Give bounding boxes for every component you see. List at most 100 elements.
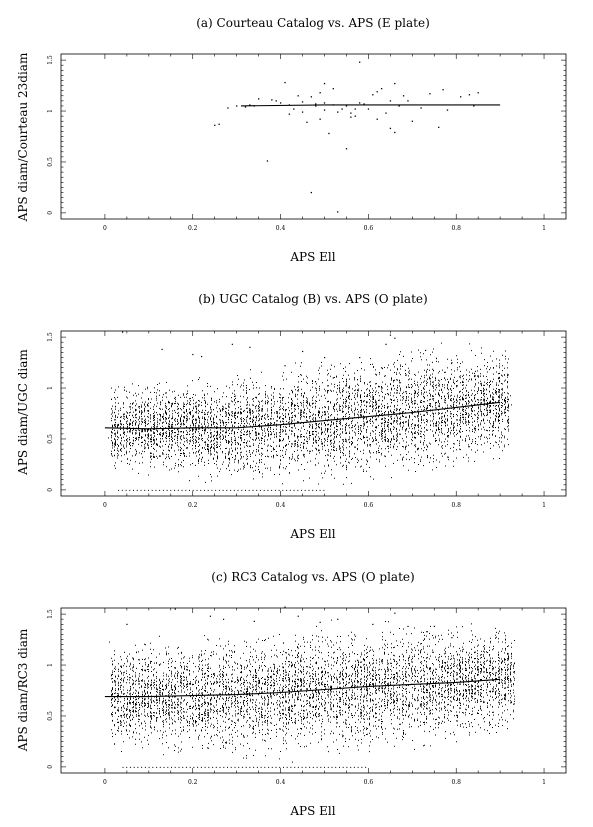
panel-a-data-point: [398, 105, 400, 107]
panel-a-data-point: [394, 82, 396, 85]
panel-b-xtick-label: 0.6: [364, 502, 374, 509]
panel-a-data-point: [372, 94, 374, 96]
panel-a-data-point: [359, 61, 361, 63]
panel-a-data-point: [389, 100, 392, 102]
panel-b-xtick-label: 0: [103, 502, 107, 509]
panel-b-ytick-label: 0: [47, 488, 54, 492]
panel-c-xtick-label: 0: [103, 779, 107, 786]
panel-b-fit-line: [104, 401, 501, 430]
panel-a-data-point: [354, 108, 356, 110]
panel-a: (a) Courteau Catalog vs. APS (E plate) A…: [16, 16, 567, 264]
panel-a-data-point: [354, 115, 356, 117]
panel-a-xlabel: APS Ell: [289, 250, 335, 264]
panel-a-data-point: [284, 81, 286, 84]
panel-b-outlier-point: [477, 375, 479, 377]
panel-a-data-point: [438, 126, 440, 129]
panel-a-data-point: [460, 96, 462, 98]
panel-b-outlier-point: [381, 367, 383, 369]
panel-a-data-point: [218, 123, 220, 125]
panel-c-xlabel: APS Ell: [289, 804, 335, 818]
panel-a-data-point: [271, 99, 273, 101]
panel-c-fit-line: [104, 678, 501, 698]
panel-b-outlier-point: [121, 331, 124, 333]
panel-c-ytick-label: 1.5: [47, 609, 54, 619]
panel-a-ytick-label: 0.5: [47, 157, 54, 167]
panel-c-xtick-label: 0.4: [276, 779, 286, 786]
panel-a-data-point: [337, 111, 339, 113]
panel-b-scatter-cloud: [108, 342, 512, 485]
panel-a-data-point: [477, 92, 479, 94]
panel-a-data-point: [363, 103, 365, 105]
panel-b-xtick-label: 1: [542, 502, 546, 509]
panel-a-ytick-label: 0: [47, 211, 54, 215]
panel-b-outlier-point: [201, 355, 203, 358]
panel-b-ytick-label: 1: [47, 386, 54, 390]
panel-c-title: (c) RC3 Catalog vs. APS (O plate): [211, 570, 414, 584]
panel-a-data-point: [446, 109, 449, 111]
panel-a-xtick-label: 0.6: [364, 225, 374, 232]
panel-c-xtick-label: 1: [542, 779, 546, 786]
panel-a-data-point: [236, 105, 238, 107]
panel-a-data-point: [319, 118, 321, 120]
panel-b-outlier-point: [323, 356, 326, 359]
panel-c-outlier-point: [407, 625, 409, 628]
panel-a-data-point: [341, 108, 343, 110]
panel-c: (c) RC3 Catalog vs. APS (O plate) APS di…: [16, 570, 567, 818]
panel-a-fit-line: [240, 104, 501, 107]
panel-a-xtick-label: 0.8: [451, 225, 461, 232]
panel-c-outlier-point: [394, 612, 396, 614]
panel-a-data-point: [279, 102, 282, 104]
panel-a-xtick-label: 0.2: [188, 225, 198, 232]
panel-c-outlier-point: [337, 618, 339, 620]
panel-c-xtick-label: 0.6: [364, 779, 374, 786]
panel-b-ytick-label: 0.5: [47, 434, 54, 444]
panel-c-outlier-point: [284, 606, 286, 608]
panel-a-data-point: [345, 148, 348, 150]
panel-b-ylabel: APS diam/UGC diam: [16, 349, 30, 476]
panel-a-data-point: [328, 132, 330, 135]
panel-a-data-point: [227, 107, 229, 109]
panel-c-outlier-point: [372, 623, 374, 625]
panel-c-scatter-cloud: [109, 619, 515, 763]
panel-b-outlier-point: [231, 343, 233, 345]
panel-a-data-point: [367, 108, 370, 110]
panel-c-outlier-point: [174, 608, 176, 610]
panel-c-ytick-label: 1: [47, 663, 54, 667]
panel-a-xtick-label: 0.4: [276, 225, 286, 232]
panel-c-points: [109, 606, 515, 768]
panel-b-outlier-point: [332, 377, 334, 379]
panel-c-outlier-point: [209, 615, 212, 617]
panel-a-data-point: [297, 95, 299, 97]
panel-b-ytick-label: 1.5: [47, 332, 54, 342]
panel-a-data-point: [473, 105, 475, 107]
panel-a-data-point: [420, 107, 422, 109]
panel-a-data-point: [376, 118, 378, 120]
panel-c-xtick-label: 0.8: [451, 779, 461, 786]
panel-c-outlier-point: [433, 625, 435, 628]
panel-c-outlier-point: [222, 618, 225, 620]
panel-a-data-point: [385, 112, 387, 114]
panel-a-data-point: [301, 111, 304, 113]
panel-a-data-point: [380, 88, 383, 90]
panel-a-data-point: [301, 101, 304, 103]
panel-b-outlier-point: [424, 349, 427, 352]
panel-a-data-point: [359, 102, 361, 104]
panel-a-data-point: [323, 102, 326, 104]
panel-c-outlier-point: [253, 620, 255, 622]
panel-b-outlier-point: [284, 365, 286, 367]
panel-b-xtick-label: 0.2: [188, 502, 198, 509]
panel-a-data-point: [306, 121, 308, 123]
panel-a-ytick-label: 1.5: [47, 55, 54, 65]
panel-a-title: (a) Courteau Catalog vs. APS (E plate): [196, 16, 430, 30]
panel-b-xtick-label: 0.8: [451, 502, 461, 509]
panel-b-outlier-point: [451, 362, 453, 364]
panel-a-data-point: [310, 191, 313, 194]
panel-a-data-point: [389, 127, 392, 130]
panel-a-ytick-label: 1: [47, 109, 54, 113]
panel-b-outlier-point: [385, 343, 387, 345]
panel-a-data-point: [332, 88, 334, 90]
panel-a-data-point: [350, 112, 352, 114]
panel-c-outlier-point: [126, 623, 128, 625]
